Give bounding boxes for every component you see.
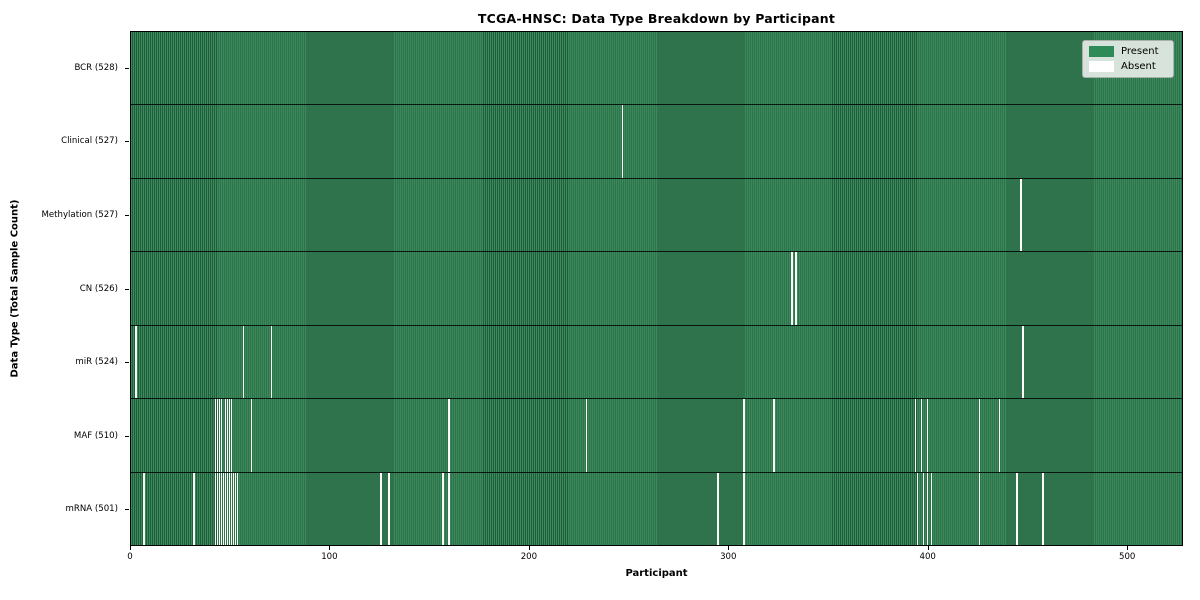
absent-mark: [234, 472, 237, 545]
absent-mark: [250, 399, 253, 472]
absent-mark: [773, 399, 775, 472]
absent-mark: [142, 472, 145, 545]
absent-mark: [926, 399, 929, 472]
legend-label-present: Present: [1121, 46, 1159, 57]
ytick-mark: [125, 214, 129, 216]
ytick-label-methylation: Methylation (527): [41, 209, 118, 220]
absent-mark: [621, 105, 624, 178]
absent-mark: [220, 399, 223, 472]
absent-mark: [216, 399, 219, 472]
present-swatch-icon: [1089, 46, 1114, 57]
absent-mark: [226, 399, 229, 472]
absent-mark: [930, 472, 933, 545]
row-methylation: [131, 177, 1182, 252]
ytick-mark: [125, 67, 129, 69]
absent-mark: [916, 472, 919, 545]
absent-mark: [1016, 472, 1019, 545]
ytick-mark: [125, 141, 129, 143]
xtick-label-200: 200: [520, 552, 538, 562]
absent-mark: [230, 472, 233, 545]
xtick-label-100: 100: [321, 552, 338, 562]
absent-mark: [914, 399, 917, 472]
absent-mark: [270, 325, 273, 399]
absent-mark: [380, 472, 382, 545]
absent-mark: [224, 472, 227, 545]
absent-mark: [717, 472, 720, 545]
ytick-label-mir: miR (524): [75, 357, 118, 368]
legend-label-absent: Absent: [1121, 61, 1156, 72]
absent-mark: [998, 399, 1001, 472]
absent-mark: [220, 472, 223, 545]
ytick-label-maf: MAF (510): [73, 430, 118, 441]
xtick-mark: [927, 546, 929, 550]
xtick-mark: [130, 546, 131, 550]
xtick-mark: [329, 546, 331, 550]
legend: Present Absent: [1082, 40, 1174, 78]
absent-mark: [1042, 472, 1045, 545]
xtick-label-300: 300: [720, 552, 737, 562]
xtick-label-0: 0: [127, 552, 133, 562]
legend-item-absent: Absent: [1089, 61, 1166, 72]
ytick-mark: [125, 362, 129, 364]
absent-swatch-icon: [1089, 61, 1114, 72]
row-bcr: [131, 32, 1182, 105]
absent-mark: [236, 472, 239, 545]
chart-title: TCGA-HNSC: Data Type Breakdown by Partic…: [477, 11, 836, 26]
xtick-label-400: 400: [919, 552, 936, 562]
row-mrna: [131, 471, 1182, 545]
xtick-mark: [728, 546, 730, 550]
absent-mark: [214, 399, 217, 472]
absent-mark: [228, 472, 231, 545]
xtick-mark: [1127, 546, 1129, 550]
absent-mark: [218, 399, 221, 472]
absent-mark: [242, 325, 245, 399]
absent-mark: [791, 252, 793, 325]
legend-item-present: Present: [1089, 46, 1166, 57]
absent-mark: [1020, 178, 1023, 252]
ytick-label-mrna: mRNA (501): [65, 504, 119, 515]
ytick-label-cn: CN (526): [79, 283, 118, 294]
ytick-mark: [125, 288, 129, 290]
absent-mark: [442, 472, 444, 545]
absent-mark: [222, 472, 225, 545]
xtick-mark: [528, 546, 530, 550]
plot-area: [130, 31, 1183, 546]
absent-mark: [192, 472, 195, 545]
row-maf: [131, 398, 1182, 472]
absent-mark: [920, 399, 923, 472]
absent-mark: [978, 399, 981, 472]
row-cn: [131, 251, 1182, 325]
row-clinical: [131, 104, 1182, 178]
absent-mark: [1022, 325, 1025, 399]
absent-mark: [922, 472, 925, 545]
row-mir: [131, 324, 1182, 399]
x-axis-label: Participant: [625, 568, 688, 579]
absent-mark: [926, 472, 929, 545]
absent-mark: [795, 252, 797, 325]
absent-mark: [224, 399, 227, 472]
absent-mark: [388, 472, 390, 545]
absent-mark: [218, 472, 221, 545]
absent-mark: [228, 399, 231, 472]
absent-mark: [743, 472, 745, 545]
absent-mark: [448, 472, 450, 545]
ytick-mark: [125, 435, 129, 437]
ytick-mark: [125, 509, 129, 511]
xtick-label-500: 500: [1118, 552, 1136, 562]
absent-mark: [978, 472, 981, 545]
ytick-label-clinical: Clinical (527): [61, 136, 118, 147]
absent-mark: [585, 399, 588, 472]
absent-mark: [226, 472, 229, 545]
absent-mark: [448, 399, 450, 472]
absent-mark: [232, 472, 235, 545]
absent-mark: [216, 472, 219, 545]
absent-mark: [134, 325, 137, 399]
absent-mark: [230, 399, 233, 472]
absent-mark: [743, 399, 745, 472]
ytick-label-bcr: BCR (528): [74, 62, 118, 73]
absent-mark: [214, 472, 217, 545]
